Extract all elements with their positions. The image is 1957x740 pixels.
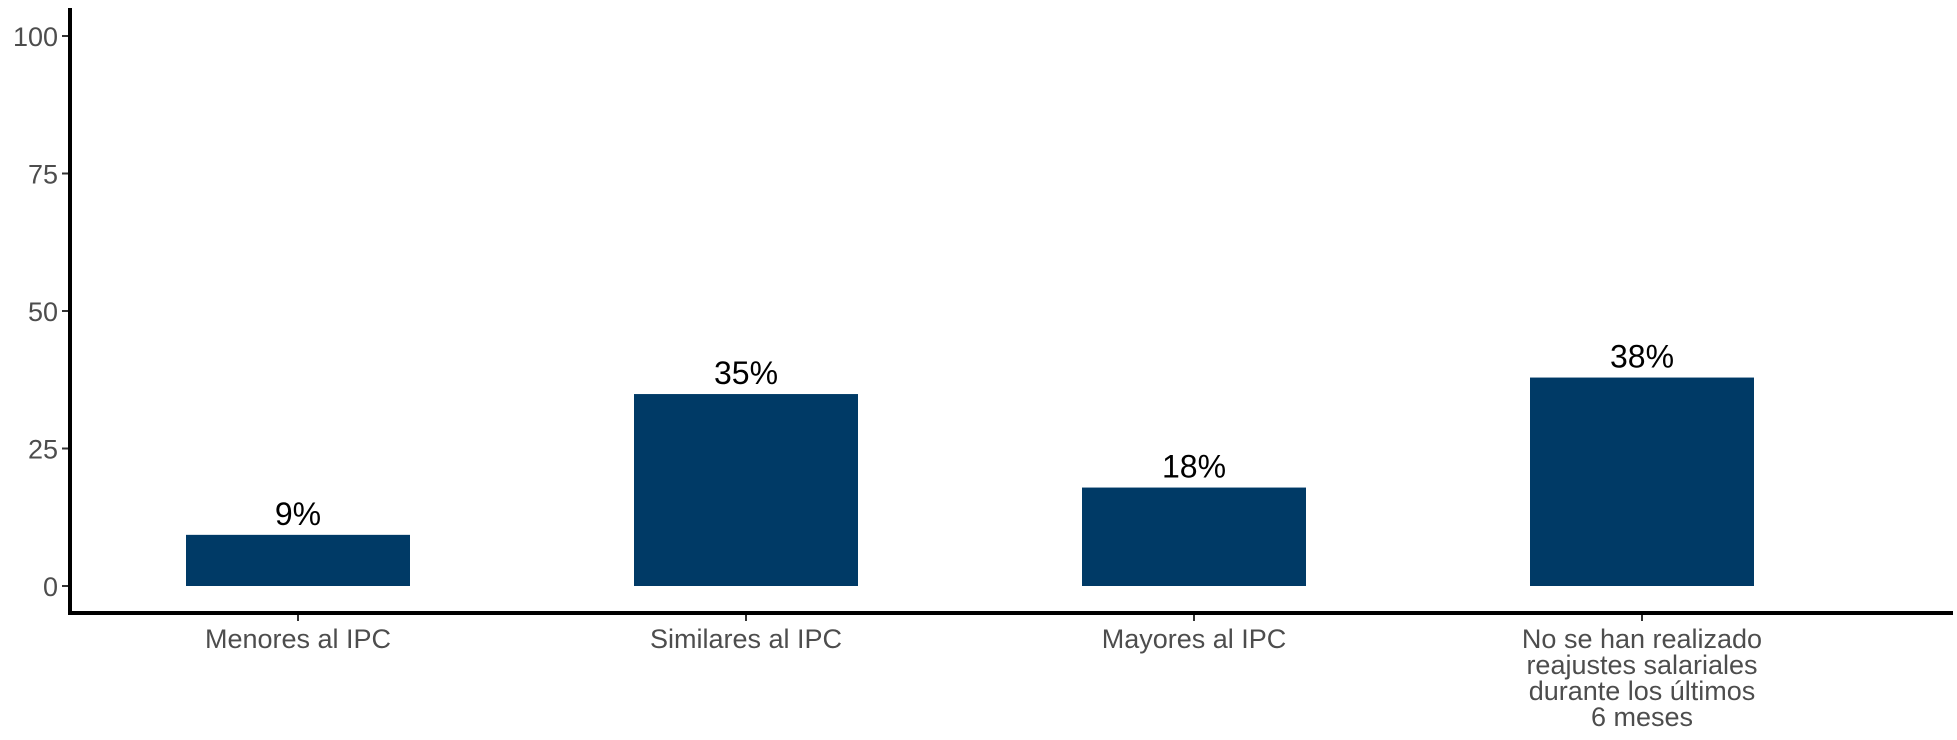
data-label: 18% bbox=[1162, 449, 1226, 485]
data-label: 9% bbox=[275, 496, 321, 532]
bars bbox=[186, 377, 1754, 586]
y-axis-ticks: 0 25 50 75 100 bbox=[13, 22, 70, 602]
bar bbox=[1530, 377, 1754, 586]
x-tick-label: Similares al IPC bbox=[650, 624, 842, 654]
x-tick-label-line: Similares al IPC bbox=[650, 624, 842, 654]
bar bbox=[634, 394, 858, 586]
data-labels: 9% 35% 18% 38% bbox=[275, 339, 1674, 532]
data-label: 38% bbox=[1610, 339, 1674, 375]
x-tick-label-line: Menores al IPC bbox=[205, 624, 391, 654]
x-tick-label: Mayores al IPC bbox=[1102, 624, 1287, 654]
y-tick-label: 50 bbox=[28, 297, 58, 327]
bar bbox=[186, 534, 410, 586]
x-tick-label-line: durante los últimos bbox=[1529, 676, 1756, 706]
x-tick-label-line: 6 meses bbox=[1591, 702, 1693, 732]
x-tick-label: Menores al IPC bbox=[205, 624, 391, 654]
x-tick-label-line: reajustes salariales bbox=[1526, 650, 1757, 680]
y-tick-label: 100 bbox=[13, 22, 58, 52]
x-axis-labels: Menores al IPC Similares al IPC Mayores al… bbox=[205, 613, 1762, 732]
y-tick-label: 25 bbox=[28, 435, 58, 465]
x-tick-label: No se han realizado reajustes salariales d… bbox=[1522, 624, 1762, 732]
data-label: 35% bbox=[714, 355, 778, 391]
x-tick-label-line: Mayores al IPC bbox=[1102, 624, 1287, 654]
y-tick-label: 0 bbox=[43, 572, 58, 602]
x-tick-label-line: No se han realizado bbox=[1522, 624, 1762, 654]
bar bbox=[1082, 487, 1306, 586]
y-tick-label: 75 bbox=[28, 160, 58, 190]
